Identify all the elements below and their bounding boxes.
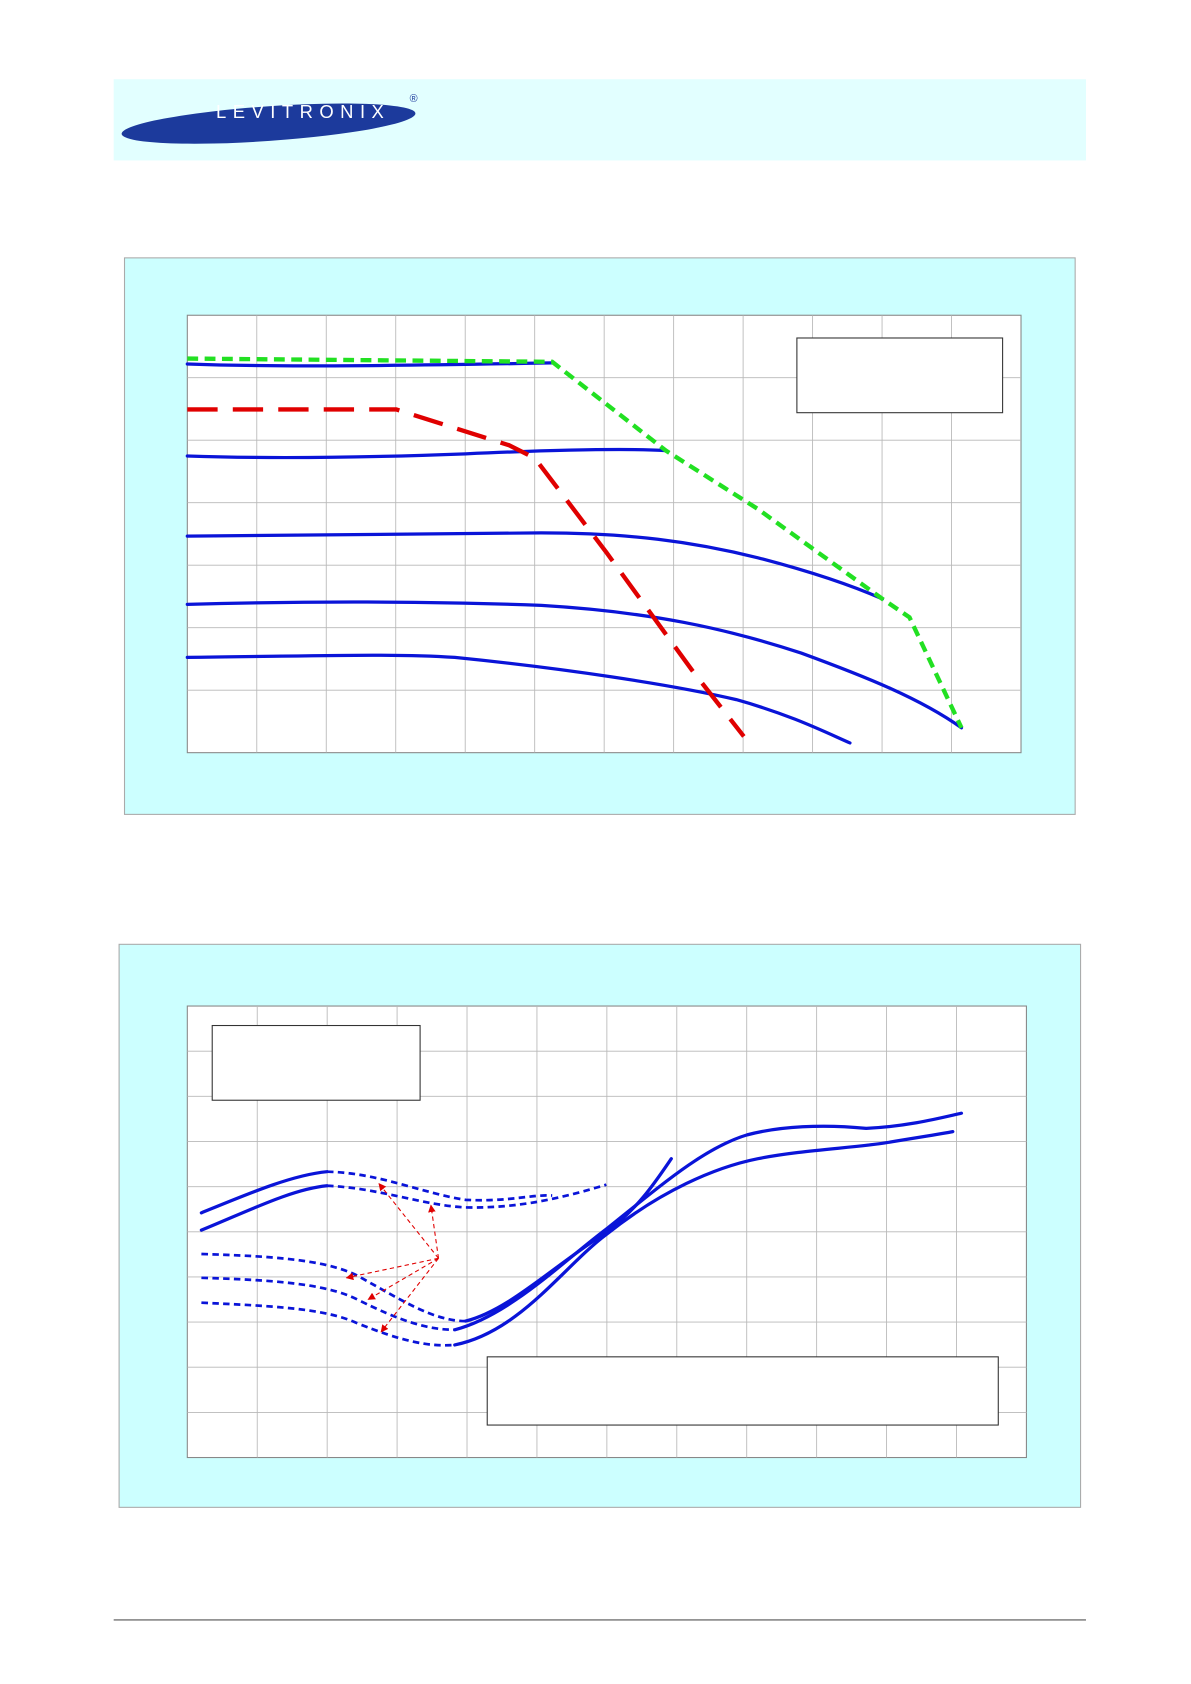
logo-text: LEVITRONIX (216, 101, 390, 122)
curve (185, 653, 852, 745)
curve (326, 1183, 607, 1209)
envelope-curve (187, 356, 964, 729)
curve (453, 1111, 964, 1332)
logo-ellipse (121, 103, 416, 144)
curve (201, 1252, 466, 1323)
curve (326, 1170, 553, 1202)
curve (185, 600, 964, 730)
curve (185, 361, 554, 368)
curve (453, 1130, 955, 1347)
legend-box (796, 337, 1004, 414)
curve (201, 1276, 455, 1332)
note-box (486, 1356, 999, 1426)
legend-box (211, 1024, 421, 1101)
registered-mark: ® (410, 93, 418, 105)
curve (185, 447, 668, 460)
chart-1 (123, 257, 1076, 815)
pointer-arrows (345, 1183, 440, 1333)
chart-2 (118, 943, 1082, 1508)
curve (185, 531, 885, 601)
curve (199, 1184, 329, 1232)
curve (201, 1301, 455, 1347)
curve (199, 1170, 329, 1215)
limit-curve (187, 407, 746, 738)
